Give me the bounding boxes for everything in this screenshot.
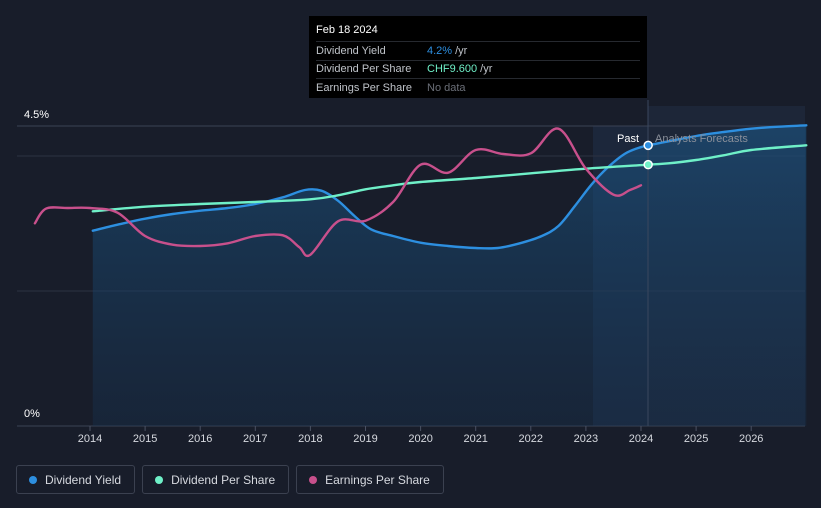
x-tick-label: 2026 bbox=[739, 433, 763, 445]
legend-item-dividend-per-share[interactable]: Dividend Per Share bbox=[142, 465, 290, 494]
tooltip-unit: /yr bbox=[455, 44, 468, 57]
legend-item-dividend-yield[interactable]: Dividend Yield bbox=[16, 465, 136, 494]
tooltip-row-dividend-per-share: Dividend Per Share CHF9.600 /yr bbox=[316, 59, 640, 79]
x-tick-label: 2022 bbox=[519, 433, 543, 445]
legend-label: Dividend Yield bbox=[45, 472, 122, 487]
legend-label: Dividend Per Share bbox=[171, 472, 276, 487]
x-axis: 2014 2015 2016 2017 2018 2019 2020 2021 2022 2023… bbox=[78, 426, 763, 445]
forecast-label: Analysts Forecasts bbox=[655, 133, 748, 145]
x-tick-label: 2025 bbox=[684, 433, 708, 445]
x-tick-label: 2021 bbox=[463, 433, 487, 445]
past-label: Past bbox=[617, 133, 639, 145]
x-tick-label: 2017 bbox=[243, 433, 267, 445]
tooltip-value: CHF9.600 bbox=[427, 63, 478, 76]
legend-dot-icon bbox=[155, 475, 164, 484]
legend-dot-icon bbox=[309, 475, 318, 484]
tooltip-label: Earnings Per Share bbox=[316, 81, 412, 94]
tooltip-label: Dividend Per Share bbox=[316, 63, 412, 76]
legend: Dividend Yield Dividend Per Share Earnin… bbox=[16, 465, 451, 494]
dividend-yield-line bbox=[91, 124, 808, 250]
y-tick-label-max: 4.5% bbox=[24, 109, 49, 121]
legend-item-earnings-per-share[interactable]: Earnings Per Share bbox=[296, 465, 444, 494]
tooltip: Feb 18 2024 Dividend Yield 4.2% /yr Divi… bbox=[309, 16, 647, 98]
x-tick-label: 2019 bbox=[353, 433, 377, 445]
tooltip-value: No data bbox=[427, 81, 466, 94]
dividend-per-share-marker bbox=[643, 159, 653, 170]
series-lines bbox=[33, 124, 808, 258]
x-tick-label: 2023 bbox=[574, 433, 598, 445]
legend-label: Earnings Per Share bbox=[325, 472, 430, 487]
tooltip-date: Feb 18 2024 bbox=[316, 24, 378, 36]
x-tick-label: 2018 bbox=[298, 433, 322, 445]
earnings-per-share-line bbox=[33, 127, 643, 258]
tooltip-row-dividend-yield: Dividend Yield 4.2% /yr bbox=[316, 41, 640, 60]
dividend-yield-area bbox=[92, 125, 807, 427]
y-tick-label-zero: 0% bbox=[24, 408, 40, 420]
x-tick-label: 2015 bbox=[133, 433, 157, 445]
x-tick-label: 2024 bbox=[629, 433, 653, 445]
y-axis: 4.5% 0% bbox=[24, 109, 49, 420]
x-tick-label: 2014 bbox=[78, 433, 102, 445]
dividend-yield-marker bbox=[643, 140, 653, 151]
tooltip-label: Dividend Yield bbox=[316, 44, 386, 57]
tooltip-value: 4.2% bbox=[427, 44, 453, 57]
tooltip-row-earnings-per-share: Earnings Per Share No data bbox=[316, 78, 640, 97]
legend-dot-icon bbox=[29, 475, 37, 484]
tooltip-unit: /yr bbox=[480, 63, 493, 76]
x-tick-label: 2020 bbox=[408, 433, 432, 445]
dividend-per-share-line bbox=[91, 144, 808, 213]
x-tick-label: 2016 bbox=[188, 433, 212, 445]
markers bbox=[643, 140, 653, 170]
